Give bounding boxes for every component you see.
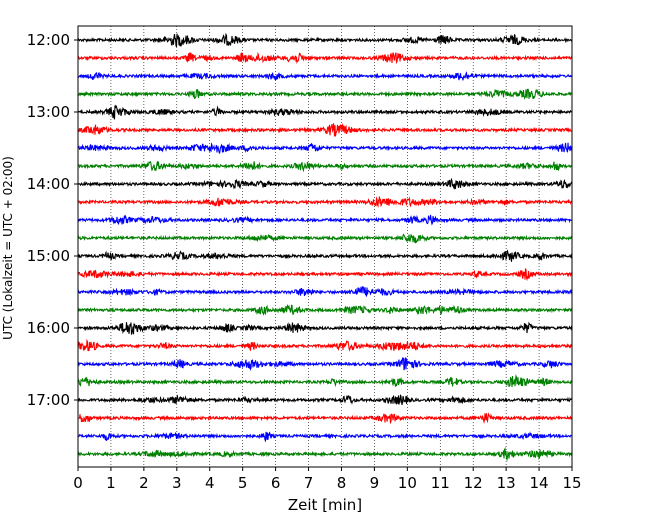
trace-row [77, 104, 573, 120]
y-tick-label: 17:00 [27, 391, 70, 409]
trace-row [77, 122, 573, 137]
trace-row [77, 177, 573, 190]
x-tick-label: 10 [398, 474, 417, 492]
trace-row [77, 304, 573, 316]
trace-row [77, 321, 573, 335]
x-tick-label: 6 [271, 474, 281, 492]
trace-row [77, 161, 573, 173]
trace-row [77, 338, 573, 352]
y-axis-ticks: 12:00 13:00 14:00 15:00 16:00 17:00 [27, 31, 78, 409]
trace-row [77, 446, 573, 462]
x-tick-label: 3 [172, 474, 182, 492]
trace-row [77, 214, 573, 226]
trace-row [77, 88, 573, 100]
x-tick-label: 14 [530, 474, 549, 492]
trace-row [77, 142, 573, 154]
y-tick-label: 12:00 [27, 31, 70, 49]
trace-row [77, 286, 573, 297]
x-axis-ticks: 0 1 2 3 4 5 6 7 8 9 10 11 12 13 14 15 [73, 467, 582, 492]
x-tick-label: 5 [238, 474, 248, 492]
y-tick-label: 13:00 [27, 103, 70, 121]
trace-rows [77, 32, 573, 462]
x-axis-title: Zeit [min] [288, 496, 362, 514]
trace-row [77, 233, 573, 244]
trace-row [77, 71, 573, 81]
trace-row [77, 412, 573, 425]
x-tick-label: 7 [304, 474, 314, 492]
trace-row [77, 268, 573, 282]
y-axis-title: UTC (Lokalzeit = UTC + 02:00) [1, 156, 15, 340]
trace-row [77, 431, 573, 443]
x-tick-label: 1 [106, 474, 116, 492]
y-tick-label: 14:00 [27, 175, 70, 193]
x-tick-label: 11 [431, 474, 450, 492]
x-tick-label: 13 [497, 474, 516, 492]
x-tick-label: 2 [139, 474, 149, 492]
trace-row [77, 51, 573, 65]
trace-row [77, 196, 573, 208]
trace-row [77, 374, 573, 388]
x-tick-label: 9 [370, 474, 380, 492]
trace-row [77, 32, 573, 48]
y-tick-label: 15:00 [27, 247, 70, 265]
x-tick-label: 4 [205, 474, 215, 492]
trace-row [77, 249, 573, 262]
trace-row [77, 356, 573, 372]
x-tick-label: 0 [73, 474, 83, 492]
y-tick-label: 16:00 [27, 319, 70, 337]
x-tick-label: 12 [464, 474, 483, 492]
plot-frame [77, 25, 573, 468]
trace-row [77, 394, 573, 405]
x-tick-label: 8 [337, 474, 347, 492]
x-tick-label: 15 [562, 474, 581, 492]
